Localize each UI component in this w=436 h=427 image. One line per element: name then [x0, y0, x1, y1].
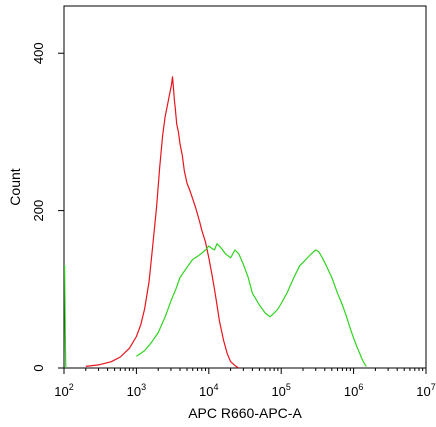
- y-axis-title: Count: [7, 168, 23, 205]
- y-tick-label-3: 400: [31, 42, 46, 64]
- x-tick-label-3: 104: [199, 382, 218, 399]
- series-line-2: [136, 243, 367, 367]
- series-line-3: [63, 265, 67, 369]
- y-tick-label-1: 0: [31, 364, 46, 371]
- x-tick-label-6: 107: [416, 382, 435, 399]
- y-axis-ticks: 0 200 400: [31, 42, 64, 372]
- plot-frame: [63, 5, 427, 369]
- x-tick-label-1: 102: [54, 382, 73, 399]
- y-tick-label-2: 200: [31, 200, 46, 222]
- x-tick-label-2: 103: [127, 382, 146, 399]
- x-tick-label-5: 106: [344, 382, 363, 399]
- x-axis-title: APC R660-APC-A: [188, 405, 302, 421]
- x-axis-ticks: 102 103 104 105 106 107: [54, 368, 436, 399]
- series-line-1: [85, 76, 240, 369]
- series-group: [63, 76, 367, 369]
- plot-area: [63, 5, 427, 369]
- x-tick-label-4: 105: [271, 382, 290, 399]
